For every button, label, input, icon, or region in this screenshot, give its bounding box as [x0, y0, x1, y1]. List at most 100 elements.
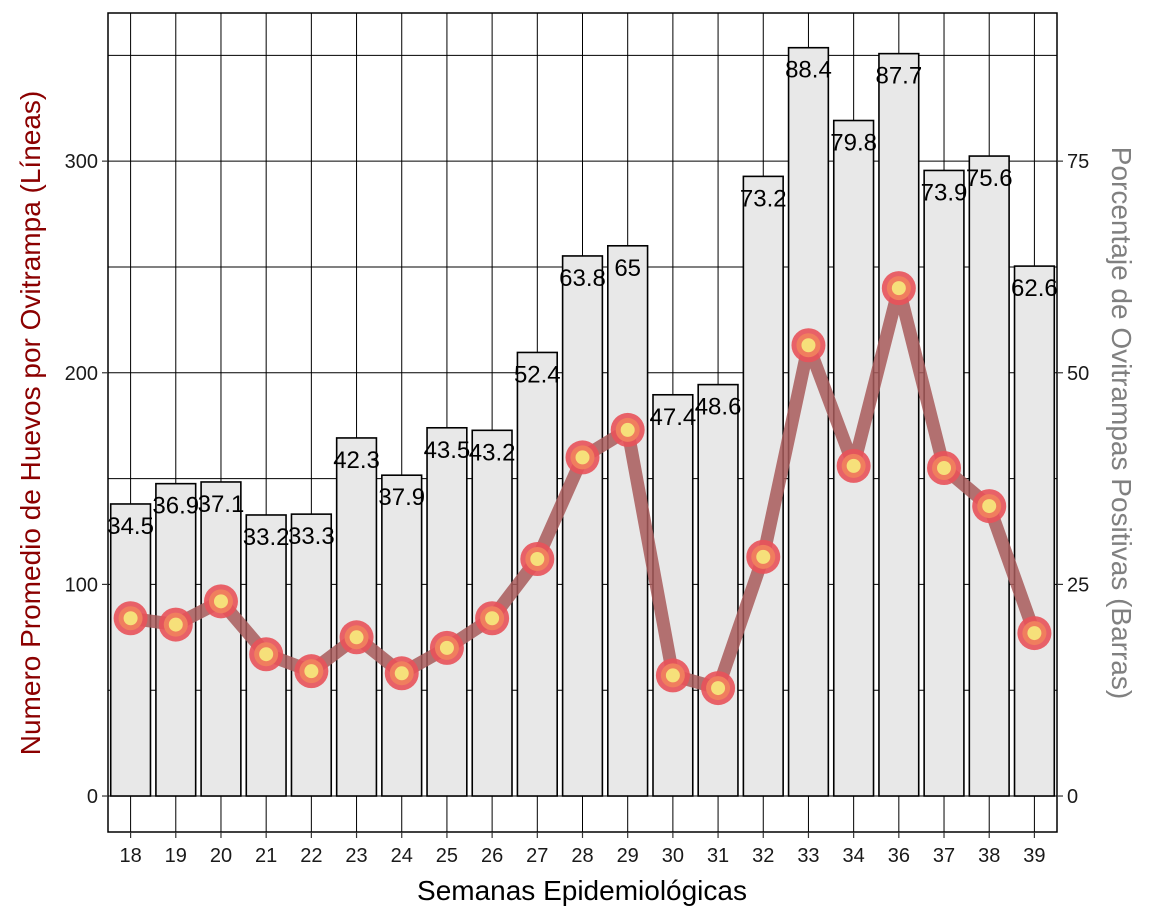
line-point: [972, 489, 1007, 524]
bar-value-label: 65: [614, 255, 641, 282]
bar-value-label: 34.5: [107, 513, 154, 540]
point-marker-inner: [349, 630, 364, 645]
bar-value-label: 63.8: [559, 265, 606, 292]
line-point: [1017, 616, 1052, 651]
line-point: [791, 328, 826, 363]
point-marker-inner: [982, 499, 997, 514]
line-point: [339, 620, 374, 655]
bar-value-label: 79.8: [830, 130, 877, 157]
bar: [381, 474, 423, 797]
right-y-axis-title: Porcentaje de Ovitrampas Positivas (Barr…: [1106, 147, 1137, 699]
left-y-axis: 0 100 200 300: [65, 151, 108, 808]
point-marker-inner: [711, 681, 726, 696]
bar-value-label: 37.1: [198, 491, 245, 518]
line-point: [249, 637, 284, 672]
bar-value-label: 52.4: [514, 361, 561, 388]
bar-value-label: 73.9: [921, 179, 968, 206]
point-marker-inner: [937, 461, 952, 475]
point-marker-inner: [123, 611, 138, 626]
point-marker-inner: [530, 552, 545, 566]
bar: [426, 426, 468, 797]
point-marker-inner: [665, 668, 680, 683]
bar-value-label: 47.4: [650, 404, 697, 431]
x-tick-label: 22: [300, 845, 322, 867]
bar-series: [109, 46, 1056, 797]
x-tick-label: 18: [119, 845, 141, 867]
bar-value-label: 87.7: [875, 63, 922, 90]
point-marker-inner: [213, 594, 228, 609]
x-tick-label: 29: [617, 845, 639, 867]
point-marker-inner: [801, 338, 816, 353]
point-marker-inner: [259, 647, 274, 662]
x-tick-label: 36: [888, 845, 910, 867]
line-point: [701, 671, 736, 706]
right-tick-label: 75: [1067, 151, 1089, 173]
line-point: [384, 656, 419, 691]
right-y-axis: 0 25 50 75: [1057, 151, 1089, 808]
bar-value-label: 62.6: [1011, 275, 1058, 302]
point-marker-inner: [439, 640, 454, 655]
point-marker-inner: [1027, 626, 1042, 641]
bar-value-label: 88.4: [785, 57, 832, 84]
bar: [968, 155, 1010, 797]
bar-value-label: 73.2: [740, 185, 787, 212]
x-tick-label: 38: [978, 845, 1000, 867]
x-tick-label: 33: [797, 845, 819, 867]
right-tick-label: 25: [1067, 574, 1089, 596]
right-tick-label: 0: [1067, 786, 1078, 808]
bar-value-label: 43.5: [424, 437, 471, 464]
bar-value-label: 75.6: [966, 165, 1013, 192]
x-tick-label: 23: [345, 845, 367, 867]
left-tick-label: 300: [65, 151, 98, 173]
point-marker-inner: [575, 450, 590, 465]
bar: [561, 255, 604, 797]
line-point: [610, 412, 645, 447]
x-tick-label: 27: [526, 845, 548, 867]
bar-value-label: 37.9: [378, 484, 425, 511]
line-point: [655, 658, 690, 693]
bar: [878, 52, 920, 797]
x-tick-label: 30: [662, 845, 684, 867]
line-point: [429, 630, 464, 665]
point-marker-inner: [891, 281, 906, 296]
x-tick-label: 34: [843, 845, 865, 867]
line-point: [158, 607, 193, 642]
x-tick-label: 20: [210, 845, 232, 867]
bar: [1013, 265, 1056, 797]
line-point: [203, 584, 238, 619]
point-marker-inner: [304, 664, 319, 679]
line-series: [113, 271, 1052, 706]
bar-value-label: 43.2: [469, 439, 516, 466]
point-marker-inner: [485, 611, 500, 626]
point-marker-inner: [756, 549, 771, 564]
bar-value-label: 42.3: [333, 447, 380, 474]
x-tick-label: 37: [933, 845, 955, 867]
x-tick-label: 24: [391, 845, 413, 867]
bar: [200, 481, 242, 797]
line-point: [294, 654, 329, 689]
line-point: [881, 271, 916, 306]
x-tick-label: 26: [481, 845, 503, 867]
line-point: [475, 601, 510, 636]
bar-value-label: 48.6: [695, 394, 742, 421]
bar: [697, 383, 739, 797]
left-tick-label: 200: [65, 363, 98, 385]
point-marker-inner: [394, 666, 409, 681]
x-tick-label: 28: [571, 845, 593, 867]
left-tick-label: 100: [65, 574, 98, 596]
x-axis: 18 19 20 21 22 23 24 25 26 27 28 29 30 31 32 33 34 36 37 38…: [119, 832, 1046, 867]
x-tick-label: 39: [1023, 845, 1045, 867]
bar-value-label: 33.3: [288, 523, 335, 550]
line-point: [927, 451, 962, 485]
left-y-axis-title: Numero Promedio de Huevos por Ovitrampa …: [15, 91, 46, 756]
point-marker-inner: [620, 422, 635, 437]
bar-value-label: 36.9: [152, 493, 199, 520]
x-tick-label: 32: [752, 845, 774, 867]
right-tick-label: 50: [1067, 363, 1089, 385]
x-axis-title: Semanas Epidemiológicas: [417, 875, 747, 906]
left-tick-label: 0: [87, 786, 98, 808]
point-marker-inner: [168, 617, 183, 632]
line-point: [520, 542, 555, 576]
x-tick-label: 19: [165, 845, 187, 867]
line-point: [746, 539, 781, 574]
